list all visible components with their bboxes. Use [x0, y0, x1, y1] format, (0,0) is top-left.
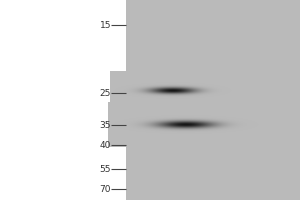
Text: 70: 70	[100, 184, 111, 194]
Text: 35: 35	[100, 120, 111, 130]
Bar	[126, 0, 300, 200]
Text: 40: 40	[100, 140, 111, 149]
Text: 55: 55	[100, 164, 111, 173]
Text: 25: 25	[100, 88, 111, 98]
Text: 15: 15	[100, 21, 111, 29]
